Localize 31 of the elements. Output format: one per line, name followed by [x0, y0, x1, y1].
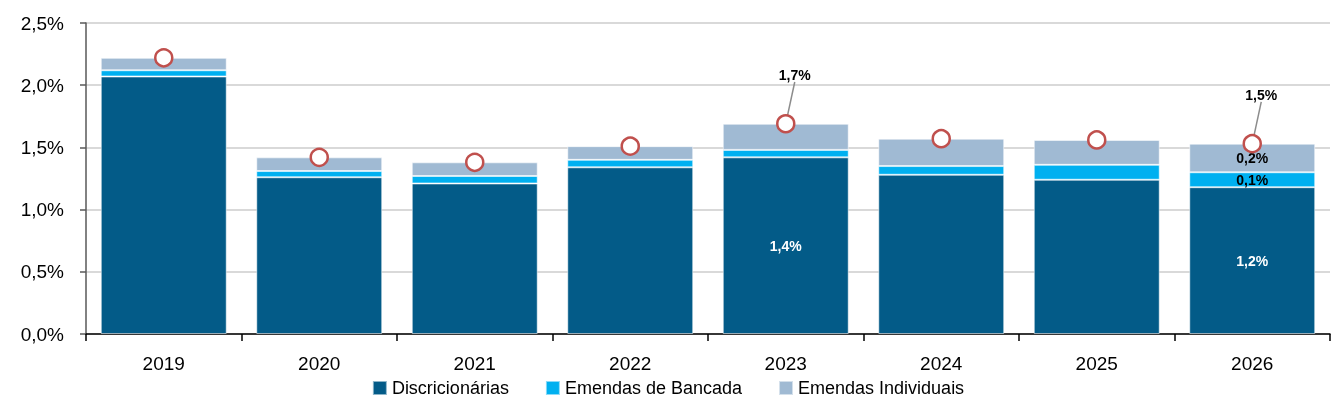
point — [465, 152, 485, 173]
y-tick-label: 2,5% — [20, 12, 65, 34]
data-label: 1,2% — [1236, 252, 1269, 269]
y-tick-label: 2,0% — [20, 74, 65, 96]
x-tick-label: 2024 — [920, 353, 963, 374]
x-tick-label: 2019 — [142, 353, 185, 374]
x-tick-label: 2020 — [298, 353, 341, 374]
point — [1087, 130, 1107, 150]
point — [931, 128, 951, 149]
y-tick-label: 1,0% — [20, 199, 65, 221]
x-tick-label: 2025 — [1075, 353, 1118, 374]
data-label: 0,2% — [1236, 149, 1269, 166]
data-label: 1,4% — [769, 237, 803, 254]
x-tick-label: 2026 — [1231, 353, 1274, 374]
x-tick-label: 2022 — [609, 353, 652, 374]
data-label: 0,1% — [1236, 171, 1269, 188]
point — [154, 48, 174, 68]
legend-label: Emendas Individuais — [798, 378, 965, 398]
x-tick-label: 2021 — [453, 353, 496, 374]
point — [620, 136, 640, 156]
x-tick-label: 2023 — [764, 353, 807, 374]
y-tick-label: 0,0% — [20, 323, 65, 345]
point — [309, 147, 329, 168]
data-label: 1,7% — [778, 67, 812, 84]
legend-label: Discricionárias — [391, 378, 509, 398]
point — [776, 114, 796, 134]
y-tick-label: 0,5% — [20, 261, 65, 283]
legend-label: Emendas de Bancada — [564, 378, 744, 398]
point — [1242, 133, 1262, 154]
data-label: 1,5% — [1245, 86, 1278, 103]
y-tick-label: 1,5% — [20, 136, 65, 158]
